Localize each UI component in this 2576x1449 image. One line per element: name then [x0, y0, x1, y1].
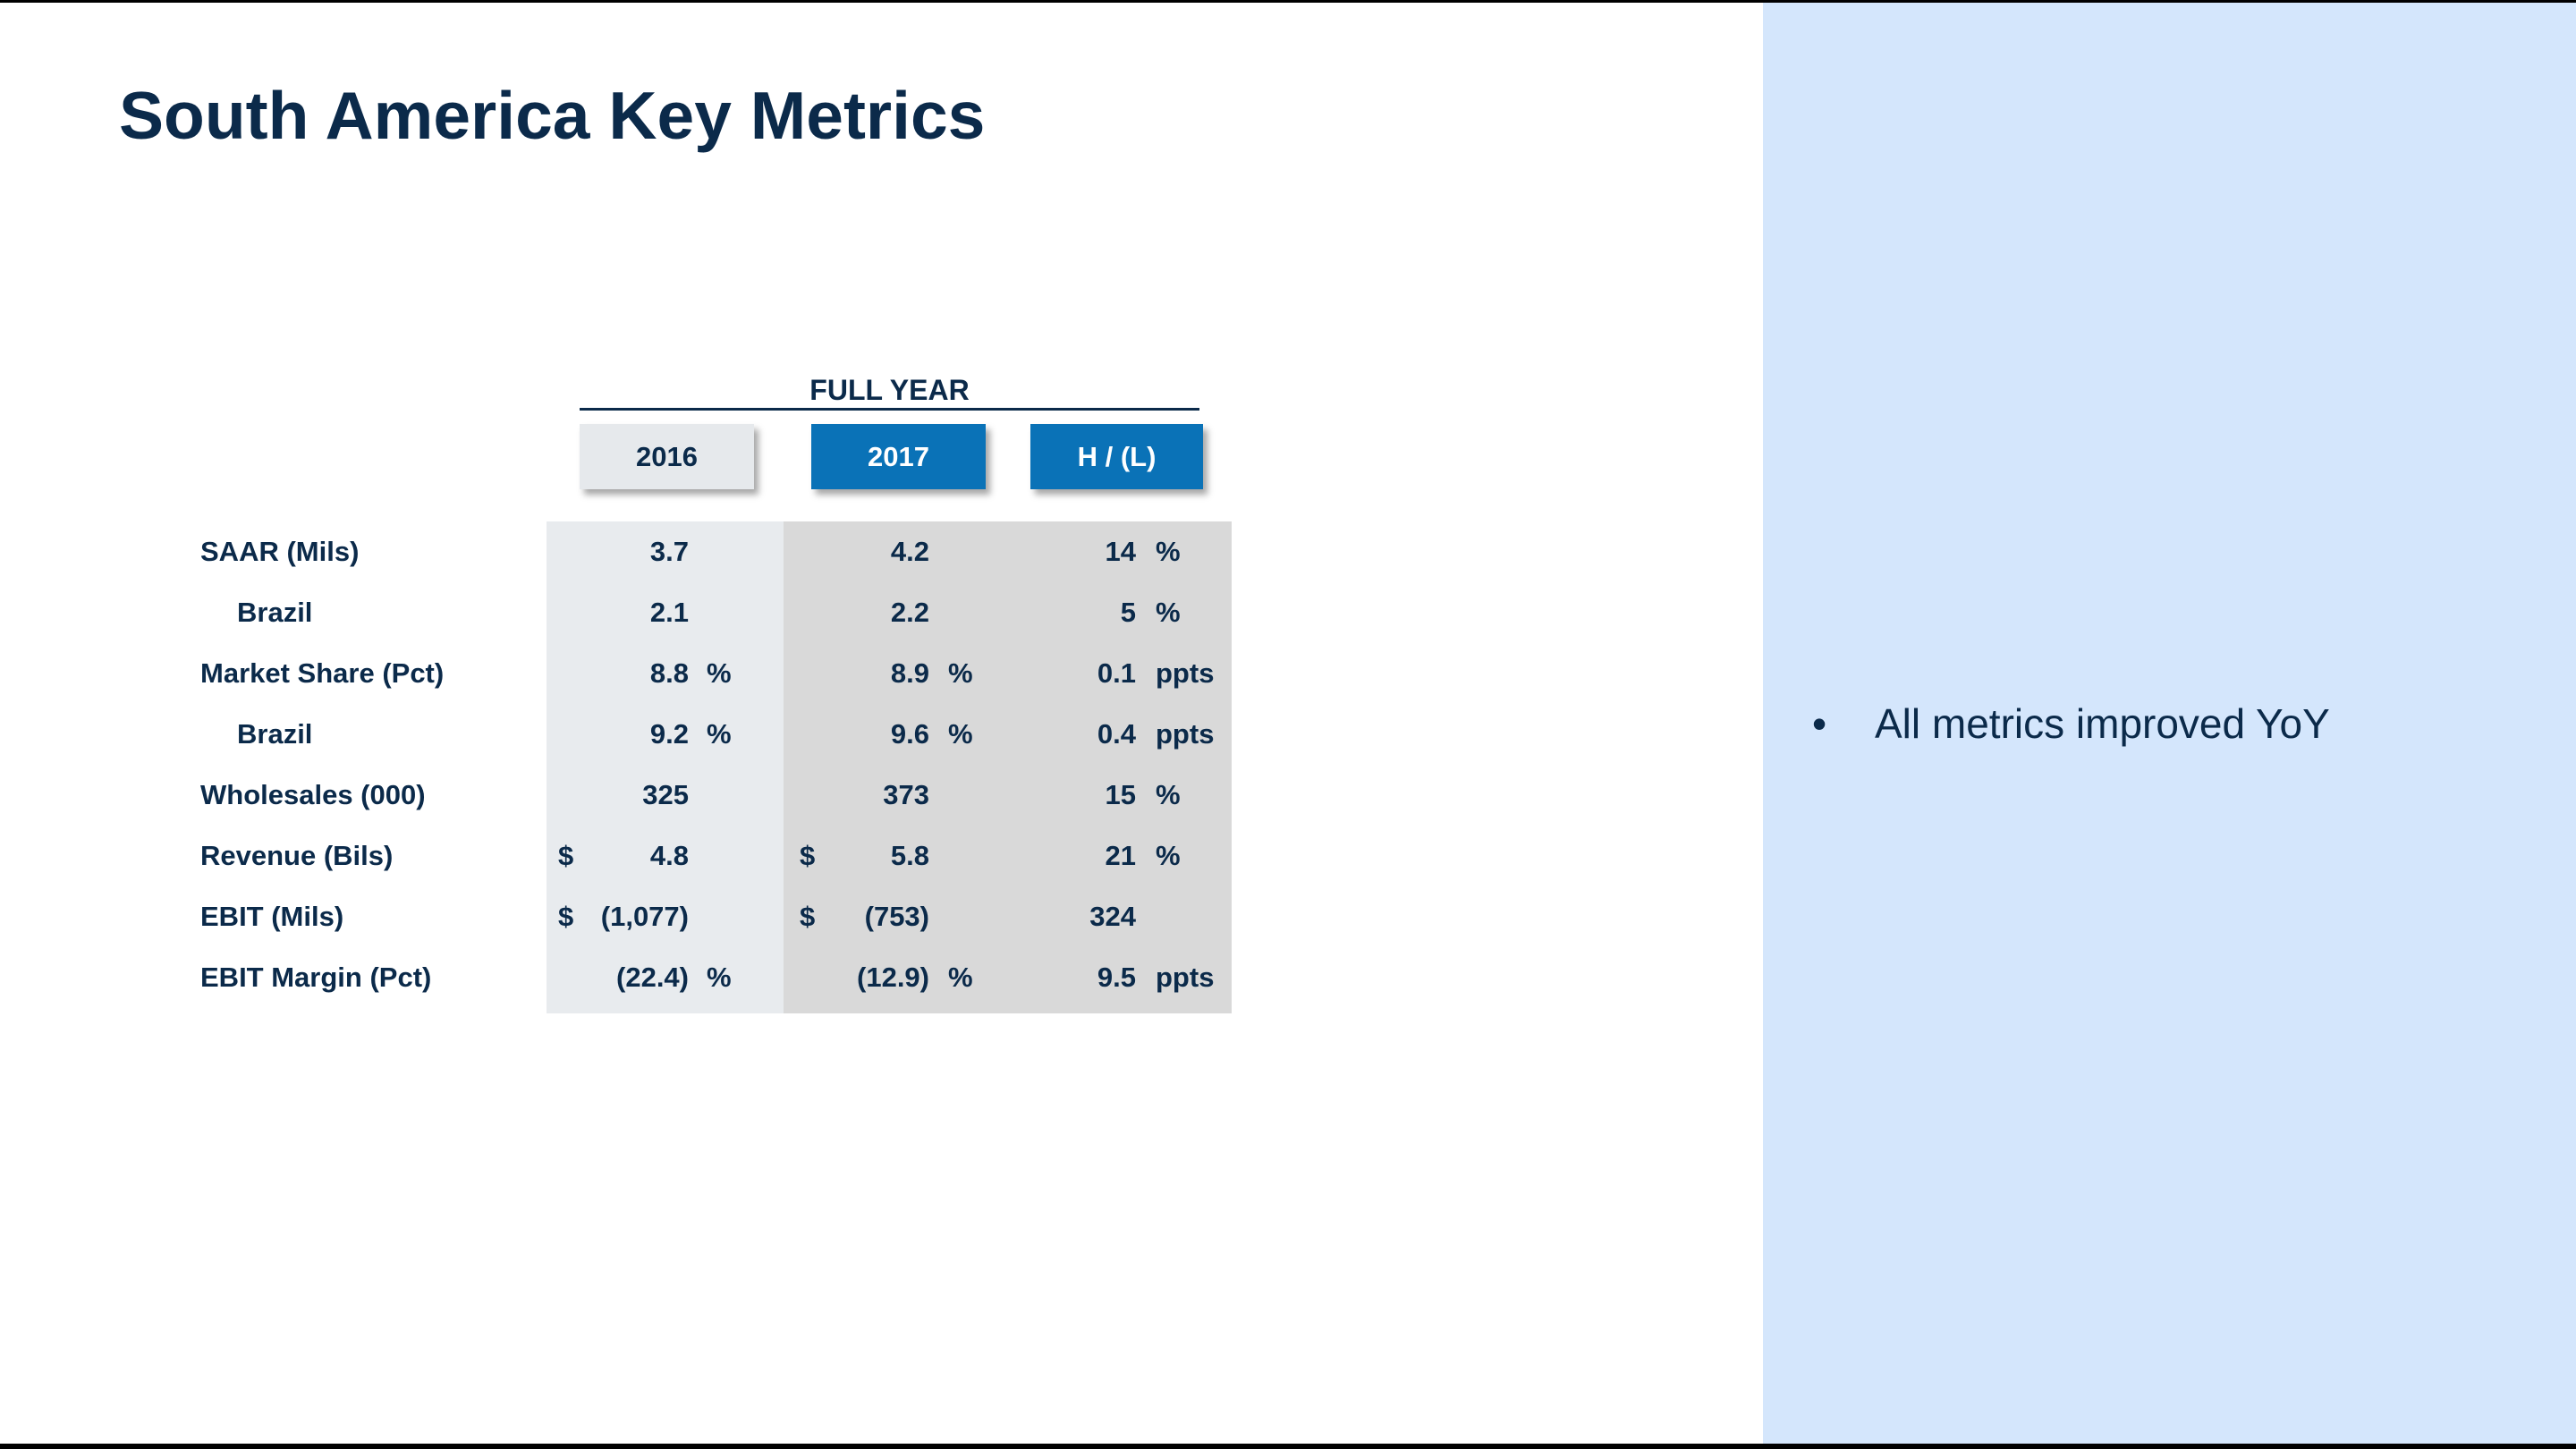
- unit-2016: %: [707, 718, 732, 750]
- column-header-2017: 2017: [811, 424, 986, 489]
- unit-2016: %: [707, 962, 732, 993]
- table-row: Brazil 9.2% 9.6% 0.4 ppts: [0, 704, 1252, 765]
- row-label: Wholesales (000): [200, 779, 426, 810]
- row-label: Market Share (Pct): [200, 657, 445, 689]
- value-h-l: 9.5: [1097, 962, 1136, 993]
- unit-2017: %: [948, 962, 973, 993]
- row-label: EBIT (Mils): [200, 901, 344, 932]
- row-label: EBIT Margin (Pct): [200, 962, 432, 993]
- value-h-l: 324: [1089, 901, 1136, 932]
- unit-2016: %: [707, 657, 732, 689]
- value-2016: 9.2: [649, 718, 689, 750]
- table-row: SAAR (Mils) 3.7 4.2 14%: [0, 521, 1252, 582]
- unit-h-l: ppts: [1156, 718, 1215, 750]
- value-h-l: 15: [1105, 779, 1136, 810]
- value-2016: (1,077): [600, 901, 689, 932]
- table-row: Market Share (Pct) 8.8% 8.9% 0.1 ppts: [0, 643, 1252, 704]
- value-h-l: 5: [1120, 597, 1136, 628]
- side-panel: [1763, 3, 2576, 1444]
- bullet-symbol: •: [1812, 700, 1827, 747]
- value-2016: 8.8: [649, 657, 689, 689]
- value-2016: 4.8: [649, 840, 689, 871]
- unit-h-l: %: [1156, 597, 1181, 628]
- column-band-2016: [547, 521, 784, 1013]
- value-h-l: 14: [1105, 536, 1136, 567]
- dollar-2016: $: [558, 901, 574, 932]
- unit-h-l: ppts: [1156, 962, 1215, 993]
- page-title: South America Key Metrics: [119, 78, 986, 153]
- value-h-l: 21: [1105, 840, 1136, 871]
- table-row: Revenue (Bils) $4.8 $5.8 21%: [0, 826, 1252, 886]
- unit-h-l: %: [1156, 536, 1181, 567]
- value-2016: 3.7: [649, 536, 689, 567]
- unit-h-l: %: [1156, 840, 1181, 871]
- row-label: Brazil: [237, 718, 313, 750]
- value-2017: 8.9: [890, 657, 929, 689]
- value-2017: 5.8: [890, 840, 929, 871]
- value-2016: 2.1: [649, 597, 689, 628]
- dollar-2017: $: [800, 901, 816, 932]
- column-header-2016: 2016: [580, 424, 754, 489]
- unit-2017: %: [948, 718, 973, 750]
- full-year-header: FULL YEAR: [809, 374, 970, 406]
- row-label: Revenue (Bils): [200, 840, 394, 871]
- dollar-2016: $: [558, 840, 574, 871]
- value-h-l: 0.1: [1097, 657, 1136, 689]
- value-2016: (22.4): [616, 962, 689, 993]
- column-header-h-l: H / (L): [1030, 424, 1203, 489]
- value-2016: 325: [642, 779, 689, 810]
- column-band-2017-hl: [784, 521, 1232, 1013]
- row-label: Brazil: [237, 597, 313, 628]
- value-2017: 4.2: [890, 536, 929, 567]
- table-row: Wholesales (000) 325 373 15%: [0, 765, 1252, 826]
- value-2017: 9.6: [890, 718, 929, 750]
- row-label: SAAR (Mils): [200, 536, 360, 567]
- bottom-border: [0, 1444, 2576, 1449]
- table-row: Brazil 2.1 2.2 5%: [0, 582, 1252, 643]
- table-row: EBIT (Mils) $ (1,077) $ (753) 324: [0, 886, 1252, 947]
- unit-h-l: ppts: [1156, 657, 1215, 689]
- value-h-l: 0.4: [1097, 718, 1136, 750]
- top-border: [0, 0, 2576, 3]
- unit-2017: %: [948, 657, 973, 689]
- full-year-rule: [580, 408, 1199, 411]
- value-2017: (12.9): [857, 962, 929, 993]
- unit-h-l: %: [1156, 779, 1181, 810]
- bullet-text: All metrics improved YoY: [1875, 700, 2330, 747]
- value-2017: (753): [864, 901, 929, 932]
- value-2017: 2.2: [890, 597, 929, 628]
- value-2017: 373: [883, 779, 929, 810]
- table-row: EBIT Margin (Pct) (22.4)% (12.9)% 9.5 ppts: [0, 947, 1252, 1008]
- dollar-2017: $: [800, 840, 816, 871]
